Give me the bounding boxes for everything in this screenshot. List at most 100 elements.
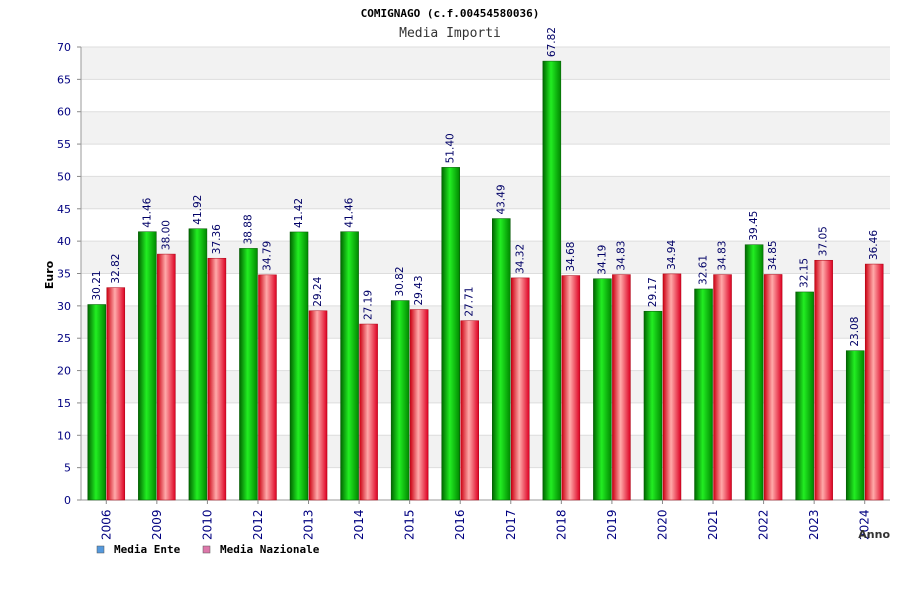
data-label: 34.85 <box>767 240 779 270</box>
bar-media-nazionale-2020 <box>662 273 682 501</box>
y-axis-label: Euro <box>43 260 56 289</box>
data-label: 37.05 <box>818 226 830 256</box>
data-label: 38.00 <box>160 220 172 250</box>
bar-media-ente-2009 <box>138 231 157 501</box>
bar-media-ente-2013 <box>289 231 309 501</box>
bar-media-nazionale-2016 <box>460 320 479 501</box>
data-labels: 30.21 32.82 41.46 38.00 41.92 37.36 38.88 34.79… <box>91 27 880 347</box>
data-label: 41.42 <box>293 198 305 228</box>
grid-band <box>81 176 890 209</box>
grid-band <box>81 79 890 112</box>
x-tick-label: 2024 <box>858 509 872 540</box>
data-label: 32.61 <box>698 255 710 285</box>
x-tick-label: 2012 <box>251 509 265 540</box>
y-tick-label: 25 <box>57 332 71 345</box>
x-tick-label: 2022 <box>757 509 771 540</box>
y-tick-label: 35 <box>57 268 71 281</box>
bar-media-ente-2018 <box>542 60 562 501</box>
data-label: 29.43 <box>413 275 425 305</box>
x-tick-label: 2016 <box>453 509 467 540</box>
data-label: 30.82 <box>394 266 406 296</box>
data-label: 38.88 <box>242 214 254 244</box>
bar-media-ente-2010 <box>188 228 208 501</box>
bar-media-ente-2014 <box>340 231 359 501</box>
bar-media-nazionale-2024 <box>864 263 884 501</box>
data-label: 41.92 <box>192 195 204 225</box>
data-label: 32.15 <box>799 258 811 288</box>
grid-band <box>81 144 890 177</box>
x-axis-label: Anno <box>858 528 890 541</box>
bar-media-ente-2020 <box>643 310 663 501</box>
x-tick-label: 2023 <box>807 509 821 540</box>
data-label: 34.83 <box>615 241 627 271</box>
bar-media-nazionale-2010 <box>207 257 227 501</box>
data-label: 30.21 <box>91 270 103 300</box>
y-tick-label: 20 <box>57 365 71 378</box>
x-tick-label: 2017 <box>504 509 518 540</box>
y-tick-label: 60 <box>57 106 71 119</box>
data-label: 27.19 <box>363 290 375 320</box>
x-tick-label: 2020 <box>655 509 669 540</box>
data-label: 34.79 <box>261 241 273 271</box>
data-label: 34.19 <box>596 245 608 275</box>
x-tick-label: 2014 <box>352 509 366 540</box>
data-label: 27.71 <box>464 287 476 317</box>
data-label: 67.82 <box>546 27 558 57</box>
y-axis-ticks: 0 5 10 15 20 25 30 35 40 45 50 55 60 65 70 <box>57 41 71 507</box>
data-label: 34.83 <box>717 241 729 271</box>
data-label: 23.08 <box>849 317 861 347</box>
y-tick-label: 45 <box>57 203 71 216</box>
bar-media-ente-2012 <box>239 248 258 501</box>
x-tick-label: 2015 <box>403 509 417 540</box>
y-tick-label: 5 <box>64 462 71 475</box>
bar-media-nazionale-2012 <box>258 274 277 501</box>
bar-media-ente-2017 <box>492 218 511 501</box>
x-axis-ticks: 2006 2009 2010 2012 2013 2014 2015 2016 2017 2018… <box>99 500 872 540</box>
x-tick-label: 2010 <box>200 509 214 540</box>
bar-media-ente-2006 <box>87 304 107 501</box>
bar-media-nazionale-2014 <box>359 323 378 501</box>
bar-media-ente-2024 <box>845 350 865 501</box>
bar-media-nazionale-2023 <box>814 259 833 501</box>
x-tick-label: 2019 <box>605 509 619 540</box>
bar-media-nazionale-2006 <box>106 287 126 501</box>
data-label: 29.24 <box>312 276 324 306</box>
data-label: 41.46 <box>344 197 356 227</box>
data-label: 39.45 <box>748 211 760 241</box>
y-tick-label: 0 <box>64 494 71 507</box>
x-tick-label: 2021 <box>706 509 720 540</box>
data-label: 32.82 <box>110 254 122 284</box>
bars <box>87 60 884 501</box>
bar-media-nazionale-2021 <box>713 274 732 501</box>
bar-media-ente-2019 <box>593 278 612 501</box>
y-tick-label: 15 <box>57 397 71 410</box>
bar-media-nazionale-2013 <box>308 310 328 501</box>
legend: Media Ente Media Nazionale <box>96 543 320 556</box>
legend-swatch-media-nazionale <box>202 545 211 554</box>
bar-media-ente-2021 <box>694 288 713 501</box>
data-label: 37.36 <box>211 224 223 254</box>
data-label: 36.46 <box>868 230 880 260</box>
chart-subtitle: Media Importi <box>399 26 501 41</box>
grid-band <box>81 111 890 145</box>
bar-media-ente-2023 <box>795 291 814 501</box>
y-tick-label: 40 <box>57 235 71 248</box>
bar-media-nazionale-2009 <box>157 253 176 501</box>
bar-media-nazionale-2017 <box>511 277 530 501</box>
legend-swatch-media-ente <box>96 545 105 554</box>
data-label: 41.46 <box>141 197 153 227</box>
y-tick-label: 30 <box>57 300 71 313</box>
grid-band <box>81 208 890 242</box>
grid-band <box>81 47 890 80</box>
y-tick-label: 55 <box>57 138 71 151</box>
legend-label-media-nazionale: Media Nazionale <box>220 543 320 556</box>
bar-media-nazionale-2022 <box>763 274 783 501</box>
data-label: 34.32 <box>514 244 526 274</box>
data-label: 34.68 <box>565 242 577 272</box>
x-tick-label: 2006 <box>99 509 113 540</box>
bar-media-ente-2022 <box>744 244 764 501</box>
data-label: 43.49 <box>495 184 507 214</box>
bar-media-nazionale-2015 <box>409 309 429 501</box>
bar-media-ente-2016 <box>441 167 460 501</box>
